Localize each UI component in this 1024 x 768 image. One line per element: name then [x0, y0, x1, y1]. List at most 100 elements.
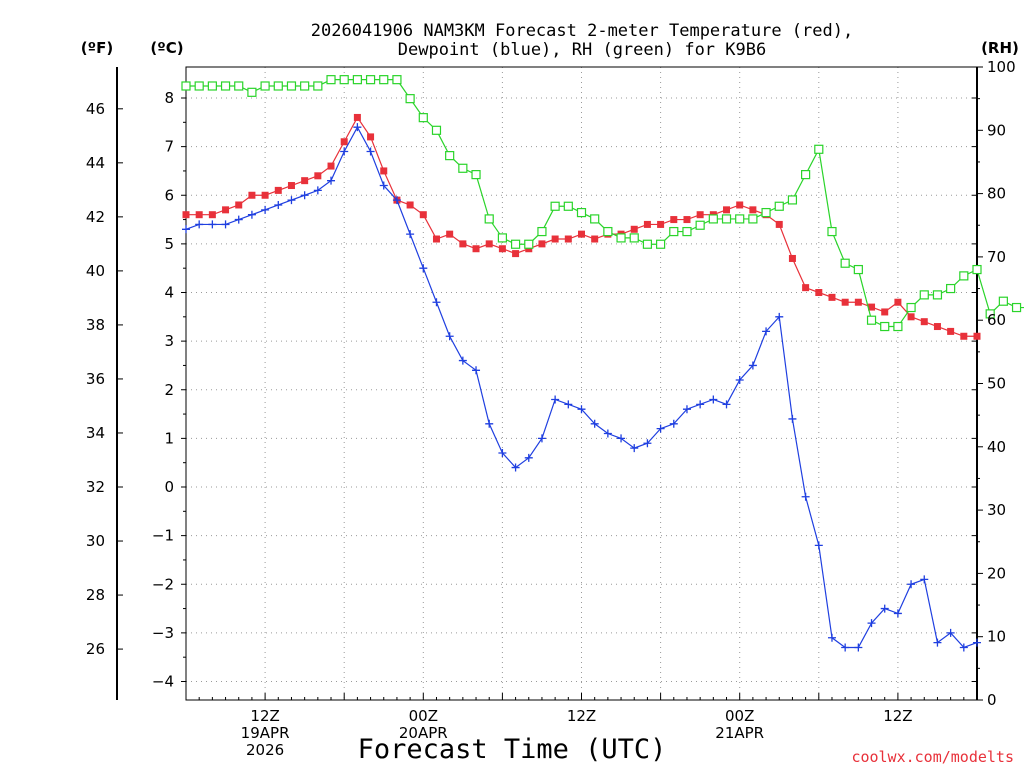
rh-point: [695, 220, 705, 230]
rh-point: [497, 233, 507, 243]
dewpoint-point: [195, 220, 204, 229]
dewpoint-point: [682, 405, 691, 414]
rh-point: [774, 201, 784, 211]
rh-point: [1011, 302, 1022, 313]
dewpoint-point: [827, 633, 836, 642]
dewpoint-point: [498, 448, 507, 457]
rh-point: [748, 214, 758, 224]
fahrenheit-tick-label: 32: [86, 478, 105, 496]
rh-point: [286, 81, 297, 91]
rh-tick-label: 20: [987, 564, 1006, 582]
dewpoint-point: [920, 575, 929, 584]
rh-point: [431, 125, 442, 135]
temperature-point: [749, 206, 757, 214]
celsius-tick-label: 2: [164, 381, 174, 399]
dewpoint-point: [432, 298, 441, 307]
temperature-point: [222, 206, 230, 214]
dewpoint-point: [656, 424, 665, 433]
rh-point: [866, 315, 877, 325]
temperature-point: [920, 318, 928, 326]
temperature-point: [446, 230, 454, 238]
dewpoint-point: [841, 643, 850, 652]
rh-point: [959, 271, 969, 281]
rh-point: [972, 264, 982, 275]
rh-tick-label: 100: [987, 58, 1016, 76]
fahrenheit-tick-label: 26: [86, 640, 105, 658]
temperature-point: [261, 191, 269, 199]
temperature-point: [960, 332, 968, 340]
dewpoint-point: [630, 444, 639, 453]
rh-point: [300, 81, 310, 91]
celsius-tick-label: 6: [164, 186, 174, 204]
dewpoint-point: [959, 643, 968, 652]
dewpoint-point: [788, 414, 797, 423]
rh-point: [550, 201, 560, 211]
x-tick-label: 12Z: [567, 707, 596, 725]
celsius-tick-label: 4: [164, 284, 174, 302]
dewpoint-point: [340, 147, 349, 156]
dewpoint-point: [643, 439, 652, 448]
celsius-tick-label: −4: [152, 673, 174, 691]
x-tick-label: 12Z: [250, 707, 279, 725]
dewpoint-point: [406, 230, 415, 239]
temperature-point: [802, 284, 810, 292]
rh-point: [655, 239, 666, 249]
temperature-point: [841, 298, 849, 306]
dewpoint-point: [577, 405, 586, 414]
rh-point: [471, 170, 481, 180]
rh-point: [616, 233, 626, 243]
dewpoint-point: [234, 215, 243, 224]
dewpoint-point: [735, 376, 744, 385]
temperature-point: [657, 220, 665, 228]
temperature-point: [512, 250, 520, 258]
rh-point: [313, 81, 323, 91]
fahrenheit-tick-label: 40: [86, 262, 105, 280]
temperature-point: [485, 240, 493, 248]
x-tick-label: 00Z: [409, 707, 438, 725]
rh-tick-label: 30: [987, 501, 1006, 519]
temperature-point: [828, 293, 836, 301]
temperature-point: [591, 235, 599, 243]
x-tick-label: 2026: [246, 741, 284, 759]
fahrenheit-tick-label: 44: [86, 154, 105, 172]
series-temperature: [182, 113, 981, 340]
rh-point: [365, 75, 376, 85]
grid: [186, 67, 977, 700]
temperature-point: [868, 303, 876, 311]
dewpoint-point: [748, 361, 757, 370]
dewpoint-point: [590, 419, 599, 428]
fahrenheit-tick-label: 36: [86, 370, 105, 388]
series-dewpoint: [182, 123, 981, 652]
rh-point: [418, 113, 428, 123]
rh-axis-unit: (RH): [981, 39, 1019, 57]
x-tick-label: 20APR: [399, 724, 448, 742]
rh-tick-label: 90: [987, 121, 1006, 139]
celsius-axis-unit: (ºC): [150, 39, 183, 57]
temperature-point: [235, 201, 243, 209]
celsius-tick-label: 8: [164, 89, 174, 107]
x-tick-label: 21APR: [715, 724, 764, 742]
rh-point: [919, 290, 929, 300]
temperature-point: [340, 138, 348, 146]
dewpoint-point: [524, 453, 533, 462]
dewpoint-point: [973, 638, 981, 647]
dewpoint-point: [933, 638, 942, 647]
rh-point: [946, 283, 956, 294]
fahrenheit-tick-label: 30: [86, 532, 105, 550]
rh-point: [721, 214, 732, 224]
temperature-point: [195, 211, 203, 219]
rh-point: [880, 321, 890, 332]
temperature-point: [419, 211, 427, 219]
rh-point: [379, 75, 389, 85]
dewpoint-point: [327, 176, 336, 185]
rh-point: [682, 226, 692, 237]
temperature-point: [683, 216, 691, 224]
dewpoint-point: [867, 619, 876, 628]
rh-tick-label: 10: [987, 628, 1006, 646]
rh-point: [669, 226, 679, 237]
temperature-point: [182, 211, 190, 219]
rh-tick-label: 0: [987, 691, 997, 709]
rh-point: [220, 81, 231, 91]
rh-point: [985, 309, 995, 319]
